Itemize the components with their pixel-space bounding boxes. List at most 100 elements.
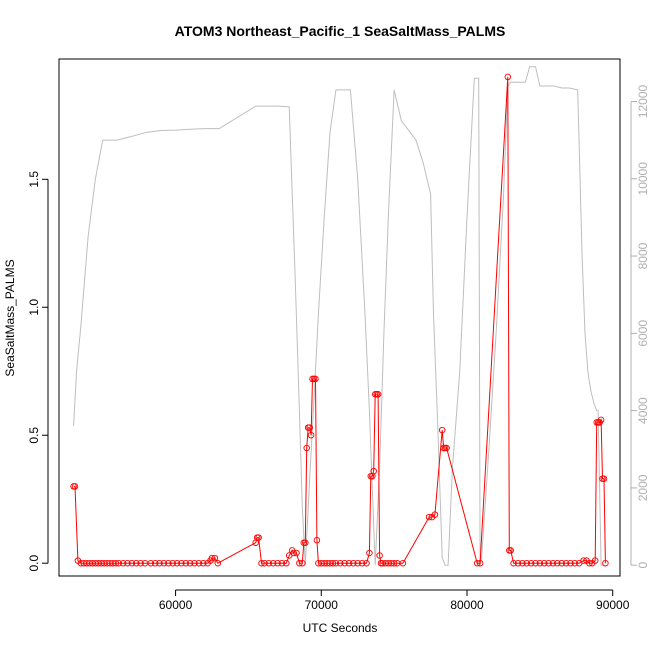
data-point: [313, 536, 321, 544]
y-right-tick-label: 8000: [636, 242, 650, 269]
y-tick-label: 1.0: [27, 299, 41, 316]
data-point: [507, 547, 514, 554]
data-point: [374, 391, 382, 398]
data-point: [473, 559, 481, 567]
data-point: [191, 559, 198, 567]
data-point: [195, 559, 203, 567]
data-point: [214, 559, 222, 567]
data-point: [186, 559, 194, 567]
data-point: [558, 559, 565, 567]
data-point: [540, 559, 548, 567]
data-point: [597, 416, 605, 424]
data-point: [536, 559, 544, 567]
data-point: [278, 559, 286, 567]
y-right-tick-label: 10000: [636, 162, 650, 196]
data-point: [527, 559, 535, 567]
data-point: [112, 559, 120, 567]
data-point: [504, 73, 512, 81]
data-point: [200, 559, 207, 567]
data-point: [519, 559, 526, 567]
data-point: [269, 559, 277, 567]
data-point: [115, 559, 122, 567]
data-point: [510, 559, 517, 567]
data-point: [341, 559, 348, 567]
data-point: [370, 467, 377, 475]
data-point: [312, 375, 319, 383]
y-axis: 0.0 0.5 1.0 1.5: [27, 171, 49, 572]
data-point: [258, 559, 265, 567]
data-point: [523, 559, 530, 567]
data-point: [329, 559, 337, 567]
data-point: [151, 559, 159, 567]
y-right-tick-label: 4000: [636, 397, 650, 424]
data-point: [532, 559, 539, 567]
data-point: [137, 559, 144, 567]
data-point: [591, 557, 599, 564]
data-point: [128, 559, 136, 567]
data-point: [376, 552, 383, 559]
primary-series-layer: [70, 73, 609, 567]
y-right-tick-label: 0: [636, 562, 650, 569]
x-tick-label: 60000: [159, 598, 193, 612]
data-point: [160, 559, 168, 567]
x-tick-label: 80000: [450, 598, 484, 612]
data-point: [390, 559, 398, 567]
data-point: [354, 559, 361, 567]
data-point: [562, 559, 570, 567]
data-point: [274, 559, 281, 567]
secondary-series-line: [73, 66, 606, 566]
data-point: [261, 559, 268, 567]
data-point: [147, 559, 155, 567]
y-tick-label: 0.0: [27, 555, 41, 572]
data-point: [71, 483, 79, 490]
data-point: [296, 559, 303, 567]
plot-frame: [58, 58, 621, 577]
x-axis-title: UTC Seconds: [303, 621, 378, 635]
data-point: [211, 554, 219, 562]
data-point: [345, 559, 353, 567]
secondary-series-layer: [73, 66, 606, 566]
data-point: [119, 559, 127, 567]
x-axis: 60000 70000 80000 90000: [159, 589, 630, 612]
chart-title: ATOM3 Northeast_Pacific_1 SeaSaltMass_PA…: [175, 23, 506, 39]
data-point: [399, 559, 407, 567]
data-point: [307, 431, 315, 439]
data-point: [293, 549, 300, 557]
data-point: [443, 444, 450, 452]
y-right-tick-label: 2000: [636, 474, 650, 501]
data-point: [476, 559, 484, 567]
data-point: [366, 549, 373, 557]
data-point: [602, 559, 609, 567]
data-point: [165, 559, 172, 567]
data-point: [302, 539, 309, 546]
data-point: [425, 513, 433, 521]
data-point: [567, 559, 574, 567]
data-point: [350, 559, 357, 567]
data-point: [303, 444, 310, 452]
data-point: [290, 549, 297, 557]
x-tick-label: 70000: [305, 598, 339, 612]
data-point: [431, 511, 439, 518]
data-point: [283, 559, 290, 567]
data-point: [306, 424, 313, 431]
data-point: [208, 554, 216, 562]
y-right-tick-label: 6000: [636, 320, 650, 347]
data-point: [299, 559, 306, 567]
data-point: [586, 559, 593, 567]
data-point: [169, 559, 176, 567]
data-point: [178, 559, 185, 567]
data-point: [156, 559, 163, 567]
x-tick-label: 90000: [596, 598, 630, 612]
data-point: [332, 559, 340, 567]
data-point: [255, 534, 262, 541]
data-point: [173, 559, 181, 567]
data-point: [600, 475, 608, 482]
data-point: [580, 557, 587, 564]
data-point: [363, 559, 370, 567]
data-point: [182, 559, 190, 567]
y-axis-right: 0 2000 4000 6000 8000 10000 12000: [630, 84, 650, 569]
data-point: [358, 559, 366, 567]
data-point: [514, 559, 522, 567]
